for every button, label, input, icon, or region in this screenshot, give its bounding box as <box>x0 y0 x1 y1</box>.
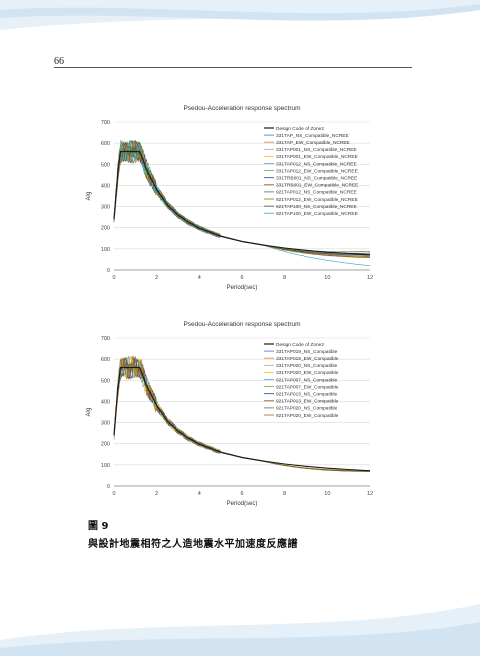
y-tick-label: 600 <box>101 357 110 363</box>
y-tick-label: 0 <box>107 268 110 274</box>
x-axis-label: Period(sec) <box>227 501 258 507</box>
figure-caption: 圖 9 與設計地震相符之人造地震水平加速度反應譜 <box>88 517 298 550</box>
legend-entry: 921TAP100_EW_Compatible_NCREE <box>276 211 358 217</box>
footer-swoosh <box>0 604 480 656</box>
x-tick-label: 8 <box>283 275 286 281</box>
y-tick-label: 300 <box>101 205 110 211</box>
x-tick-label: 2 <box>155 275 158 281</box>
legend-entry: 331TAP019_NS_Compatible <box>276 349 338 355</box>
response-spectrum-chart-2: Psedou-Acceleration response spectrum 0 10… <box>86 321 373 507</box>
legend-entry: 331TAP001_NS_Compatible_NCREE <box>276 147 357 153</box>
y-tick-label: 300 <box>101 421 110 427</box>
y-tick-label: 400 <box>101 399 110 405</box>
y-axis-label: A/g <box>86 407 92 416</box>
figure-description: 與設計地震相符之人造地震水平加速度反應譜 <box>88 539 298 550</box>
y-tick-label: 100 <box>101 247 110 253</box>
legend-entry: Design Code of Zone2 <box>276 126 324 132</box>
legend-entry: 331TRB001_NS_Compatible_NCREE <box>276 176 357 182</box>
legend-entry: Design Code of Zone2 <box>276 342 324 348</box>
legend-entry: 331TAP019_EW_Compatible <box>276 356 339 362</box>
y-tick-label: 500 <box>101 162 110 168</box>
y-tick-label: 200 <box>101 226 110 232</box>
legend-entry: 921TAP007_EW_Compatible <box>276 384 339 390</box>
x-tick-label: 0 <box>112 275 115 281</box>
legend-entry: 921TAP013_NS_Compatible <box>276 392 338 398</box>
y-tick-label: 0 <box>107 484 110 490</box>
chart-title: Psedou-Acceleration response spectrum <box>183 321 300 328</box>
legend-entry: 331TAP001_EW_Compatible_NCREE <box>276 154 358 160</box>
y-tick-label: 700 <box>101 120 110 126</box>
response-spectrum-chart-1: Psedou-Acceleration response spectrum 0 10… <box>86 105 373 291</box>
x-tick-label: 10 <box>324 275 330 281</box>
y-tick-label: 400 <box>101 183 110 189</box>
figure-label: 圖 9 <box>88 521 109 532</box>
page-number: 66 <box>54 56 64 67</box>
y-tick-label: 600 <box>101 141 110 147</box>
legend-entry: 331TAP_NS_Compatible_NCREE <box>276 133 349 139</box>
legend-entry: 331TAP020_NS_Compatible <box>276 363 338 369</box>
x-tick-label: 6 <box>240 491 243 497</box>
design-code-line <box>113 367 371 472</box>
chart-title: Psedou-Acceleration response spectrum <box>183 105 300 112</box>
legend-entry: 921TAP100_NS_Compatible_NCREE <box>276 204 357 210</box>
legend-entry: 921TAP013_EW_Compatible <box>276 399 339 405</box>
y-tick-label: 700 <box>101 336 110 342</box>
x-tick-label: 4 <box>198 275 201 281</box>
x-tick-label: 6 <box>240 275 243 281</box>
legend-entry: 331TAP020_EW_Compatible <box>276 370 339 376</box>
legend-entry: 331TAP_EW_Compatible_NCREE <box>276 140 350 146</box>
legend-entry: 331TRB001_EW_Compatible_NCREE <box>276 183 358 189</box>
legend-entry: 921TAP007_NS_Compatible <box>276 377 338 383</box>
x-tick-label: 4 <box>198 491 201 497</box>
legend-entry: 331TAP012_NS_Compatible_NCREE <box>276 161 357 167</box>
legend-entry: 921TAP012_NS_Compatible_NCREE <box>276 190 357 196</box>
legend-entry: 921TAP020_EW_Compatible <box>276 413 339 419</box>
x-tick-label: 12 <box>367 275 373 281</box>
y-tick-label: 500 <box>101 378 110 384</box>
header-swoosh <box>0 0 480 30</box>
header-rule <box>54 67 412 68</box>
legend-entry: 921TAP020_NS_Compatible <box>276 406 338 412</box>
x-tick-label: 8 <box>283 491 286 497</box>
x-tick-label: 0 <box>112 491 115 497</box>
x-axis-label: Period(sec) <box>227 285 258 291</box>
x-tick-label: 12 <box>367 491 373 497</box>
y-tick-label: 200 <box>101 442 110 448</box>
design-code-line <box>113 151 371 256</box>
x-tick-label: 2 <box>155 491 158 497</box>
legend-entry: 331TAP012_EW_Compatible_NCREE <box>276 168 358 174</box>
x-tick-label: 10 <box>324 491 330 497</box>
legend-entry: 921TAP012_EW_Compatible_NCREE <box>276 197 358 203</box>
y-axis-label: A/g <box>86 191 92 200</box>
y-tick-label: 100 <box>101 463 110 469</box>
